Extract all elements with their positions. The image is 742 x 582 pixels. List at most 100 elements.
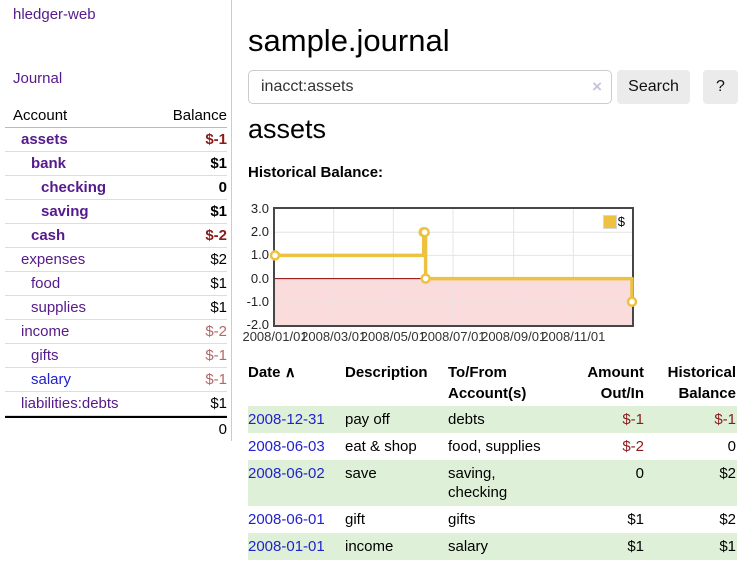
transaction-balance: 0	[727, 438, 736, 455]
transaction-amount: 0	[635, 465, 644, 482]
account-balance: $-2	[205, 227, 227, 244]
historical-balance-chart: 3.0 2.0 1.0 0.0 -1.0 -2.0 $ 2008/01/01 2008/03…	[242, 200, 643, 348]
account-row: saving $1	[5, 200, 227, 224]
transaction-row: 2008-12-31 pay off debts $-1 $-1	[248, 406, 737, 433]
help-button[interactable]: ?	[703, 70, 738, 104]
transaction-balance: $1	[719, 538, 736, 555]
transaction-row: 2008-06-02 save saving, checking 0 $2	[248, 460, 737, 506]
account-balance: 0	[218, 179, 227, 196]
transaction-row: 2008-06-01 gift gifts $1 $2	[248, 506, 737, 533]
search-button[interactable]: Search	[617, 70, 690, 104]
transaction-date-link[interactable]: 2008-01-01	[248, 538, 325, 555]
historical-balance-label: Historical Balance:	[248, 164, 384, 181]
account-link-food[interactable]: food	[31, 275, 61, 292]
transaction-accounts: food, supplies	[448, 438, 541, 455]
account-link-liabilities-debts[interactable]: liabilities:debts	[21, 395, 119, 412]
column-header-description: Description	[345, 364, 428, 381]
transaction-balance: $2	[719, 511, 736, 528]
account-balance: $1	[210, 203, 227, 220]
chart-legend: $	[602, 214, 625, 229]
transaction-balance: $-1	[714, 411, 736, 428]
account-row: income $-2	[5, 320, 227, 344]
y-axis-tick-label: 1.0	[250, 247, 269, 263]
page-title: sample.journal	[248, 22, 450, 58]
y-axis-tick-label: 3.0	[250, 201, 269, 216]
transaction-amount: $1	[627, 511, 644, 528]
legend-label: $	[617, 214, 625, 229]
sidebar-item-journal[interactable]: Journal	[13, 70, 63, 87]
account-link-supplies[interactable]: supplies	[31, 299, 87, 316]
transaction-description: gift	[345, 511, 366, 528]
transaction-row: 2008-06-03 eat & shop food, supplies $-2…	[248, 433, 737, 460]
chart-plot-area: $	[269, 207, 638, 327]
account-balance: $-2	[205, 323, 227, 340]
transaction-description: eat & shop	[345, 438, 417, 455]
transaction-amount: $-1	[622, 411, 644, 428]
account-row: expenses $2	[5, 248, 227, 272]
account-balance: $-1	[205, 131, 227, 148]
sort-ascending-icon: ∧	[284, 364, 296, 381]
column-header-amount-outin: Amount Out/In	[587, 364, 644, 402]
account-row: assets $-1	[5, 128, 227, 152]
accounts-balance-table: Account Balance assets $-1 bank $1 check…	[5, 104, 227, 441]
sidebar: hledger-web Journal Account Balance asse…	[0, 0, 232, 441]
account-row: liabilities:debts $1	[5, 392, 227, 416]
app-title-link[interactable]: hledger-web	[13, 6, 96, 23]
balance-column-header: Balance	[172, 107, 227, 124]
x-axis-tick-label: 2008/05/01	[360, 329, 426, 344]
transaction-amount: $1	[627, 538, 644, 555]
accounts-total-value: 0	[218, 421, 227, 438]
account-link-bank[interactable]: bank	[31, 155, 67, 172]
account-balance: $1	[210, 275, 227, 292]
account-balance: $1	[210, 155, 227, 172]
accounts-total-row: 0	[5, 416, 227, 441]
account-balance: $2	[210, 251, 227, 268]
account-row: salary $-1	[5, 368, 227, 392]
column-header-date[interactable]: Date ∧	[248, 360, 345, 406]
y-axis-tick-label: 0.0	[250, 270, 269, 286]
chart-x-axis-labels: 2008/01/01 2008/03/01 2008/05/01 2008/07/01…	[242, 329, 643, 345]
transaction-description: income	[345, 538, 394, 555]
x-axis-tick-label: 2008/07/01	[420, 329, 486, 344]
x-axis-tick-label: 2008/03/01	[301, 329, 367, 344]
transaction-accounts: gifts	[448, 511, 476, 528]
register-table: Date ∧ Description To/From Account(s) Am…	[248, 360, 737, 560]
account-link-gifts[interactable]: gifts	[31, 347, 59, 364]
search-box: ×	[248, 70, 612, 104]
column-header-historical-balance: Historical Balance	[667, 364, 736, 402]
account-row: checking 0	[5, 176, 227, 200]
transaction-row: 2008-01-01 income salary $1 $1	[248, 533, 737, 560]
account-link-income[interactable]: income	[21, 323, 70, 340]
account-balance: $1	[210, 299, 227, 316]
transaction-accounts: debts	[448, 411, 485, 428]
account-column-header: Account	[13, 107, 68, 124]
accounts-table-header: Account Balance	[5, 104, 227, 128]
transaction-amount: $-2	[622, 438, 644, 455]
transaction-date-link[interactable]: 2008-06-01	[248, 511, 325, 528]
main-content: sample.journal × Search ? assets Histori…	[242, 0, 742, 582]
date-header-label: Date	[248, 364, 281, 381]
account-link-assets[interactable]: assets	[21, 131, 68, 148]
account-balance: $1	[210, 395, 227, 412]
account-row: bank $1	[5, 152, 227, 176]
transaction-date-link[interactable]: 2008-12-31	[248, 411, 325, 428]
account-link-saving[interactable]: saving	[41, 203, 89, 220]
y-axis-tick-label: -2.0	[246, 317, 269, 332]
clear-search-icon[interactable]: ×	[592, 77, 602, 96]
transaction-date-link[interactable]: 2008-06-02	[248, 465, 325, 482]
column-header-tofrom-accounts: To/From Account(s)	[448, 364, 527, 402]
x-axis-tick-label: 2008/11/01	[541, 329, 606, 344]
account-link-cash[interactable]: cash	[31, 227, 66, 244]
account-row: cash $-2	[5, 224, 227, 248]
account-heading: assets	[248, 114, 327, 144]
account-link-checking[interactable]: checking	[41, 179, 107, 196]
account-link-expenses[interactable]: expenses	[21, 251, 86, 268]
account-link-salary[interactable]: salary	[31, 371, 72, 388]
search-input[interactable]	[248, 70, 612, 104]
transaction-date-link[interactable]: 2008-06-03	[248, 438, 325, 455]
legend-swatch-icon	[602, 214, 617, 229]
transaction-description: pay off	[345, 411, 390, 428]
account-row: supplies $1	[5, 296, 227, 320]
chart-svg	[269, 209, 638, 325]
y-axis-tick-label: -1.0	[246, 293, 269, 309]
